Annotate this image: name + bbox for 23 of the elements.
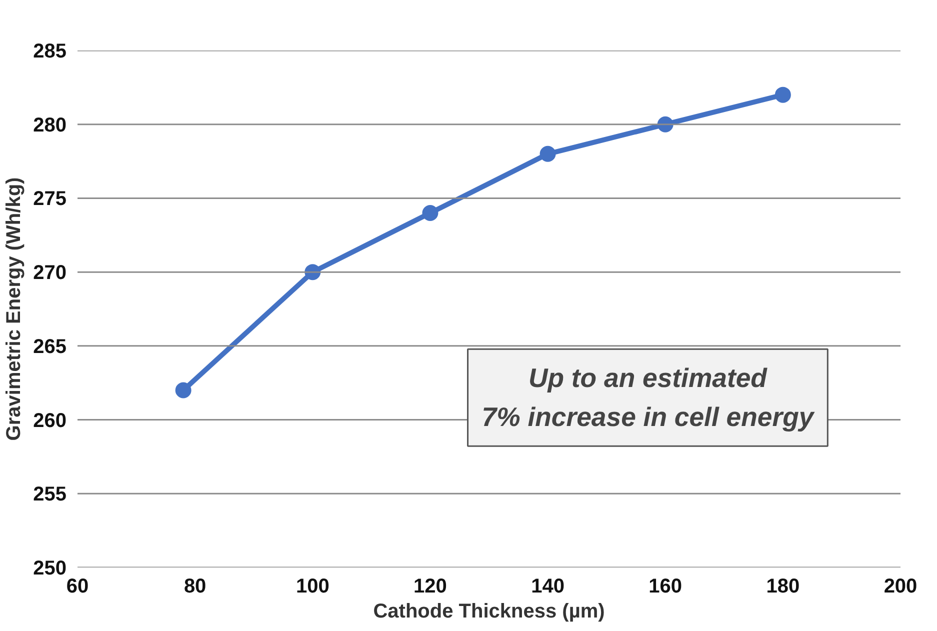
y-axis-title: Gravimetric Energy (Wh/kg) bbox=[3, 177, 26, 441]
point bbox=[422, 205, 438, 221]
point bbox=[774, 86, 791, 103]
y-tick-label: 285 bbox=[33, 40, 67, 62]
x-tick-label: 120 bbox=[414, 576, 447, 598]
x-tick-label: 60 bbox=[66, 576, 89, 598]
annotation: Up to an estimated 7% increase in cell energy bbox=[482, 363, 815, 432]
y-tick-label: 260 bbox=[33, 410, 67, 432]
point bbox=[175, 382, 192, 398]
x-axis-title: Cathode Thickness (µm) bbox=[373, 600, 605, 622]
x-tick-label: 200 bbox=[884, 576, 918, 598]
y-tick-label: 275 bbox=[33, 188, 67, 210]
y-tick-label: 280 bbox=[33, 114, 67, 136]
point bbox=[540, 146, 556, 162]
y-tick-label: 250 bbox=[33, 558, 67, 580]
x-tick-label: 180 bbox=[766, 576, 800, 598]
x-tick-label: 160 bbox=[648, 576, 682, 598]
y-tick-label: 255 bbox=[33, 484, 67, 506]
x-tick-label: 140 bbox=[531, 576, 564, 598]
x-tick-label: 80 bbox=[184, 576, 206, 598]
x-tick-label: 100 bbox=[296, 576, 330, 598]
y-tick-label: 265 bbox=[33, 336, 67, 358]
y-tick-label: 270 bbox=[33, 262, 67, 284]
